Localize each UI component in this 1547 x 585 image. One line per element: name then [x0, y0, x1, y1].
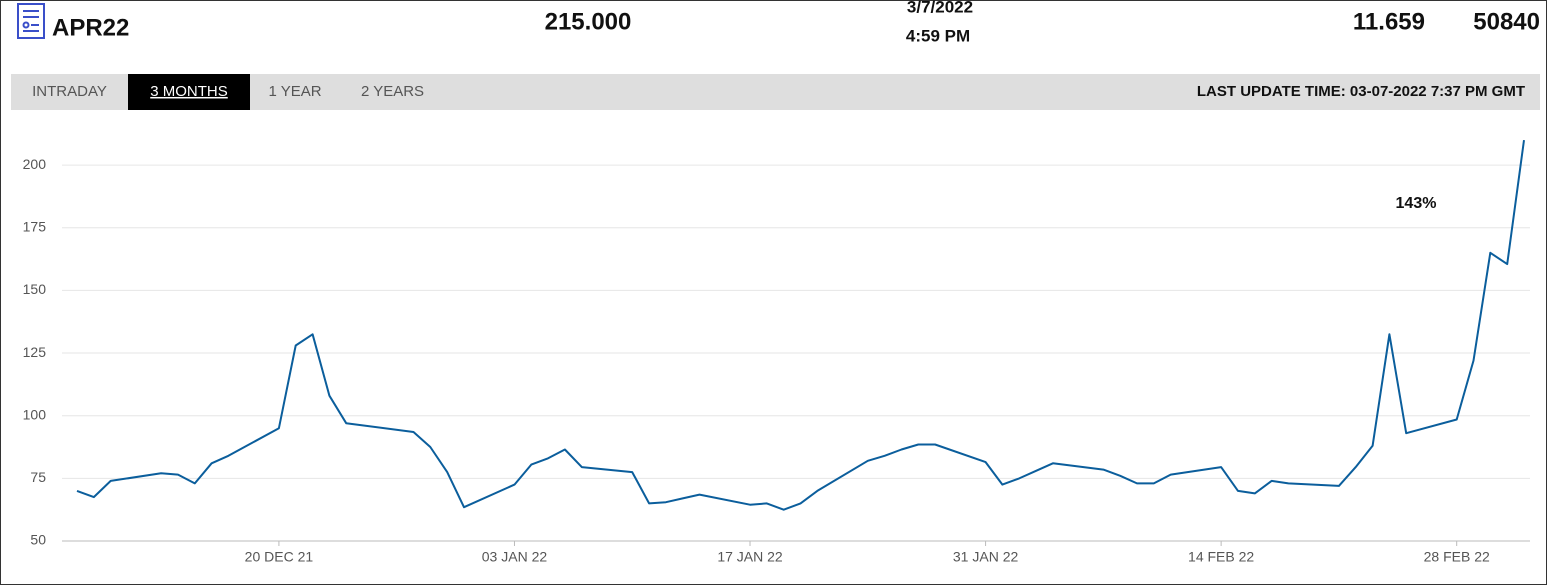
price-line — [76, 139, 1525, 511]
x-tick-label: 14 FEB 22 — [1188, 549, 1254, 565]
x-tick-label: 03 JAN 22 — [482, 549, 548, 565]
annotation: 143% — [1396, 195, 1437, 212]
time: 4:59 PM — [906, 26, 970, 45]
tab-bar — [11, 74, 1540, 110]
y-tick-label: 200 — [23, 156, 47, 172]
last-update: LAST UPDATE TIME: 03-07-2022 7:37 PM GMT — [1197, 83, 1525, 100]
x-tick-label: 28 FEB 22 — [1424, 549, 1490, 565]
tab[interactable]: 3 MONTHS — [150, 83, 228, 100]
y-tick-label: 75 — [30, 469, 46, 485]
y-tick-label: 150 — [23, 281, 47, 297]
y-tick-label: 125 — [23, 344, 47, 360]
x-tick-label: 17 JAN 22 — [717, 549, 783, 565]
price: 215.000 — [545, 8, 632, 35]
x-tick-label: 20 DEC 21 — [245, 549, 314, 565]
y-tick-label: 100 — [23, 406, 47, 422]
volume: 50840 — [1473, 8, 1540, 35]
tab[interactable]: INTRADAY — [32, 83, 107, 100]
date: 3/7/2022 — [907, 0, 973, 16]
y-tick-label: 175 — [23, 218, 47, 234]
x-tick-label: 31 JAN 22 — [953, 549, 1019, 565]
tab[interactable]: 1 YEAR — [268, 83, 321, 100]
change: 11.659 — [1353, 8, 1425, 35]
symbol: APR22 — [52, 14, 129, 41]
icon — [17, 3, 45, 39]
y-tick-label: 50 — [30, 532, 46, 548]
active-tab-bg[interactable] — [128, 74, 250, 110]
tab[interactable]: 2 YEARS — [361, 83, 424, 100]
